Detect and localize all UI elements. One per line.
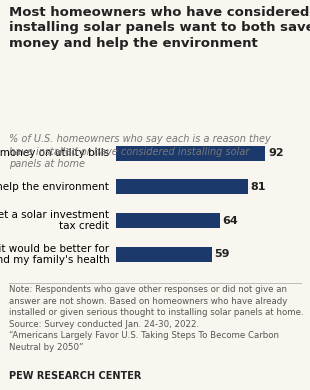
Text: Note: Respondents who gave other responses or did not give an
answer are not sho: Note: Respondents who gave other respons… (9, 285, 304, 352)
Text: 81: 81 (250, 182, 266, 192)
Bar (116, 145, 265, 161)
Text: % of U.S. homeowners who say each is a reason they
have installed or have consid: % of U.S. homeowners who say each is a r… (9, 134, 271, 169)
Bar (116, 179, 248, 195)
Bar (116, 213, 220, 228)
Text: 59: 59 (215, 250, 230, 259)
Text: 64: 64 (223, 216, 238, 226)
Text: PEW RESEARCH CENTER: PEW RESEARCH CENTER (9, 371, 142, 381)
Text: 92: 92 (268, 148, 284, 158)
Bar (116, 247, 212, 262)
Text: Most homeowners who have considered
installing solar panels want to both save
mo: Most homeowners who have considered inst… (9, 6, 310, 50)
